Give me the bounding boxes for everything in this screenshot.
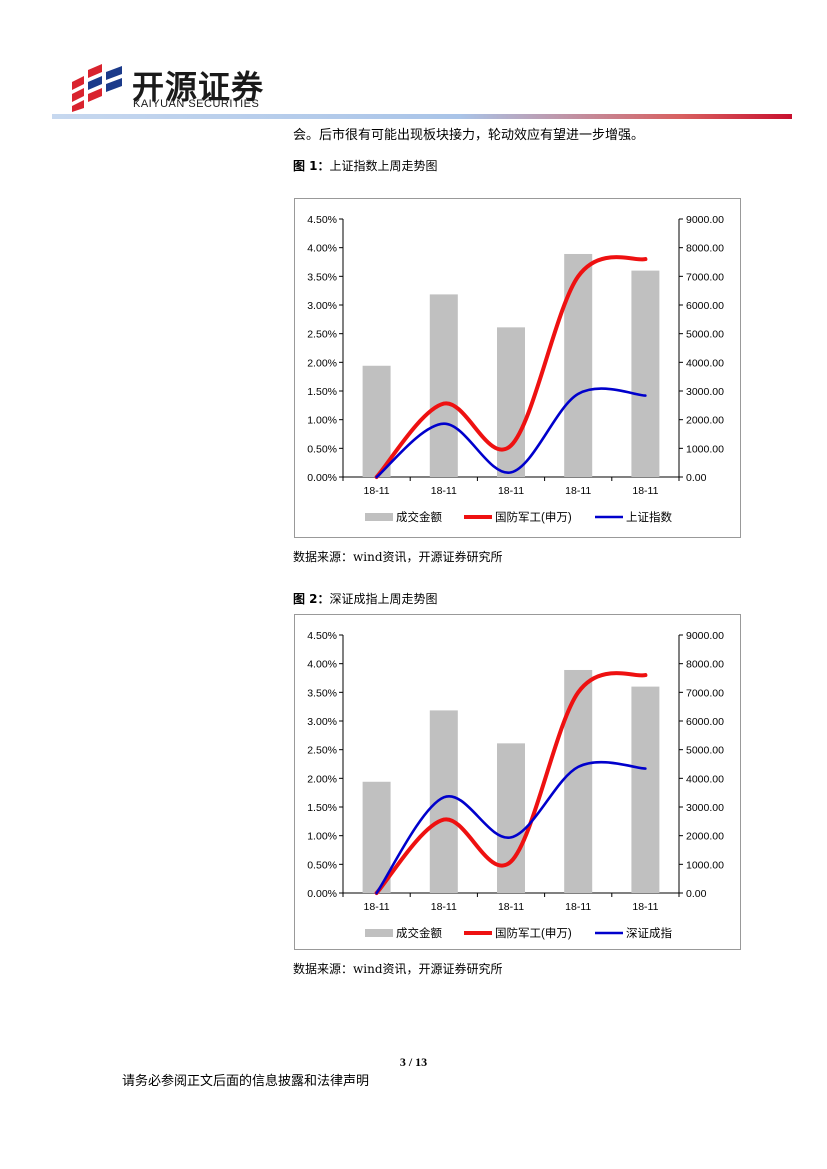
chart1-x-tick-label: 18-11	[431, 485, 457, 497]
chart2-bar	[362, 781, 391, 893]
chart2-right-tick-label: 4000.00	[686, 773, 724, 785]
figure-1-number: 图 1：	[293, 159, 330, 173]
chart2-left-tick-label: 3.50%	[307, 687, 337, 699]
chart2-x-tick-label: 18-11	[632, 901, 658, 913]
legal-disclaimer: 请务必参阅正文后面的信息披露和法律声明	[122, 1074, 370, 1089]
chart2-left-tick-label: 1.00%	[307, 831, 337, 843]
chart2-right-tick-label: 0.00	[686, 888, 707, 900]
header-rule	[52, 114, 792, 119]
figure-1-title: 图 1：上证指数上周走势图	[293, 157, 438, 174]
brand-logo: 开源证券 KAIYUAN SECURITIES	[70, 60, 270, 115]
chart2-bar	[497, 743, 525, 893]
logo-chinese-name: 开源证券	[132, 68, 265, 106]
chart2-right-tick-label: 6000.00	[686, 716, 724, 728]
chart1-left-tick-label: 1.00%	[307, 415, 337, 427]
chart1-right-tick-label: 6000.00	[686, 300, 724, 312]
chart2-bar	[631, 686, 660, 893]
chart2-left-tick-label: 3.00%	[307, 716, 337, 728]
chart2-right-tick-label: 9000.00	[686, 630, 724, 642]
logo-english-name: KAIYUAN SECURITIES	[133, 98, 260, 110]
chart1-bar	[564, 253, 593, 477]
chart2-left-tick-label: 4.50%	[307, 630, 337, 642]
chart1-bar	[429, 294, 458, 477]
figure-2-number: 图 2：	[293, 592, 330, 606]
chart1-left-tick-label: 3.50%	[307, 271, 337, 283]
chart1-left-tick-label: 2.50%	[307, 329, 337, 341]
chart1-right-tick-label: 1000.00	[686, 443, 724, 455]
chart1-x-tick-label: 18-11	[364, 485, 390, 497]
chart1-x-tick-label: 18-11	[498, 485, 524, 497]
chart2-right-tick-label: 5000.00	[686, 745, 724, 757]
chart1-right-tick-label: 0.00	[686, 472, 707, 484]
figure-2-caption: 深证成指上周走势图	[329, 592, 438, 606]
chart2-legend-label: 国防军工(申万)	[495, 926, 572, 940]
chart1-bar	[362, 365, 391, 477]
chart2-left-tick-label: 0.50%	[307, 859, 337, 871]
chart1-x-tick-label: 18-11	[565, 485, 591, 497]
page-number: 3 / 13	[399, 1055, 428, 1069]
chart1-left-tick-label: 3.00%	[307, 300, 337, 312]
chart-1-frame: 0.00% 0.50% 1.00% 1.50% 2.00% 2.50% 3.00% 3.50%…	[294, 198, 741, 538]
chart1-left-tick-label: 4.50%	[307, 214, 337, 226]
chart1-series-line-2	[375, 387, 647, 479]
chart1-left-tick-label: 0.00%	[307, 472, 337, 484]
chart2-legend-label: 深证成指	[626, 926, 672, 940]
chart2-left-tick-label: 2.00%	[307, 773, 337, 785]
chart2-legend-swatch	[365, 929, 393, 937]
chart1-series-line-1	[374, 255, 648, 479]
chart2-right-tick-label: 2000.00	[686, 831, 724, 843]
chart-2: 0.00% 0.50% 1.00% 1.50% 2.00% 2.50% 3.00% 3.50%…	[307, 630, 724, 940]
chart2-left-tick-label: 0.00%	[307, 888, 337, 900]
chart2-series-line-2	[375, 760, 647, 895]
chart1-left-tick-label: 1.50%	[307, 386, 337, 398]
chart1-right-tick-label: 4000.00	[686, 357, 724, 369]
body-paragraph: 会。后市很有可能出现板块接力，轮动效应有望进一步增强。	[293, 128, 645, 143]
chart2-left-tick-label: 4.00%	[307, 659, 337, 671]
chart1-right-tick-label: 8000.00	[686, 243, 724, 255]
chart1-legend-label: 成交金额	[396, 510, 442, 524]
chart2-bar	[564, 669, 593, 893]
chart2-right-tick-label: 1000.00	[686, 859, 724, 871]
chart2-bar	[429, 710, 458, 893]
chart2-x-tick-label: 18-11	[565, 901, 591, 913]
chart1-right-tick-label: 9000.00	[686, 214, 724, 226]
chart1-right-tick-label: 2000.00	[686, 415, 724, 427]
chart1-bar	[497, 327, 525, 477]
chart2-series-line-1	[374, 671, 648, 895]
chart1-left-tick-label: 2.00%	[307, 357, 337, 369]
chart-1: 0.00% 0.50% 1.00% 1.50% 2.00% 2.50% 3.00% 3.50%…	[307, 214, 724, 524]
figure-1-source: 数据来源：wind资讯，开源证券研究所	[293, 550, 503, 564]
chart1-x-tick-label: 18-11	[632, 485, 658, 497]
figure-1-caption: 上证指数上周走势图	[329, 159, 438, 173]
chart1-right-tick-label: 3000.00	[686, 386, 724, 398]
chart1-right-tick-label: 7000.00	[686, 271, 724, 283]
chart2-left-tick-label: 1.50%	[307, 802, 337, 814]
chart2-legend-label: 成交金额	[396, 926, 442, 940]
chart1-right-tick-label: 5000.00	[686, 329, 724, 341]
figure-2-title: 图 2：深证成指上周走势图	[293, 590, 438, 607]
chart1-legend-swatch	[365, 513, 393, 521]
kaiyuan-logo-icon	[72, 64, 122, 112]
chart-2-frame: 0.00% 0.50% 1.00% 1.50% 2.00% 2.50% 3.00% 3.50%…	[294, 614, 741, 950]
chart1-left-tick-label: 0.50%	[307, 443, 337, 455]
chart2-x-tick-label: 18-11	[364, 901, 390, 913]
chart1-bar	[631, 270, 660, 477]
chart1-left-tick-label: 4.00%	[307, 243, 337, 255]
chart2-right-tick-label: 3000.00	[686, 802, 724, 814]
figure-2-source: 数据来源：wind资讯，开源证券研究所	[293, 962, 503, 976]
chart2-x-tick-label: 18-11	[431, 901, 457, 913]
chart1-legend-label: 国防军工(申万)	[495, 510, 572, 524]
chart2-right-tick-label: 8000.00	[686, 659, 724, 671]
chart2-left-tick-label: 2.50%	[307, 745, 337, 757]
chart1-legend-label: 上证指数	[626, 510, 672, 524]
chart2-x-tick-label: 18-11	[498, 901, 524, 913]
chart2-right-tick-label: 7000.00	[686, 687, 724, 699]
